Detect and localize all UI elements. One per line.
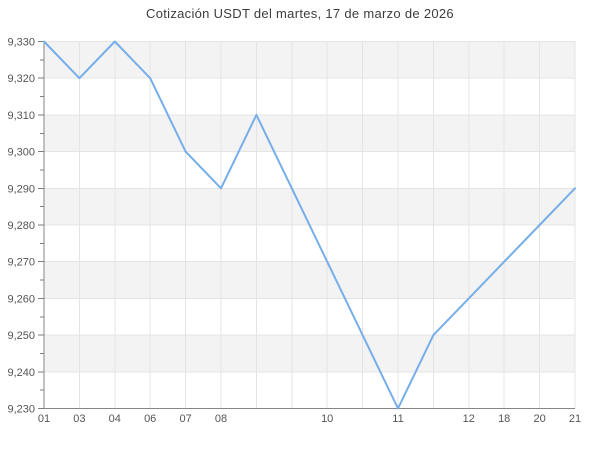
x-axis-label: 03: [73, 413, 85, 425]
x-axis-label: 07: [179, 413, 191, 425]
x-axis-label: 10: [321, 413, 333, 425]
plot-band: [44, 261, 575, 299]
x-axis-label: 11: [392, 413, 403, 425]
y-axis-label: 9,300: [7, 147, 35, 159]
x-axis-label: 08: [215, 413, 227, 425]
y-axis-label: 9,230: [7, 404, 35, 416]
x-axis-labels: 01 03 04 06 07 08 10 11 12 18 20 21: [38, 413, 581, 425]
x-axis-label: 21: [569, 413, 581, 425]
y-axis-label: 9,260: [7, 293, 35, 305]
price-line-series: [43, 40, 576, 410]
plot-band: [44, 115, 575, 152]
y-axis-label: 9,330: [7, 37, 35, 49]
x-axis-label: 01: [38, 413, 50, 425]
y-axis-label: 9,310: [7, 110, 35, 122]
y-axis-label: 9,270: [7, 257, 35, 269]
x-axis-label: 04: [109, 413, 121, 425]
alternating-bands: [44, 41, 575, 372]
plot-band: [44, 188, 575, 225]
y-axis-label: 9,290: [7, 183, 35, 195]
x-axis-label: 12: [463, 413, 475, 425]
plot-band: [44, 335, 575, 372]
y-axis-label: 9,320: [7, 73, 35, 85]
chart-title: Cotización USDT del martes, 17 de marzo …: [146, 6, 454, 21]
y-tick-marks: [38, 41, 44, 409]
y-axis-labels: 9,230 9,240 9,250 9,260 9,270 9,280 9,290 9,300…: [7, 37, 35, 416]
y-axis-label: 9,250: [7, 330, 35, 342]
x-axis-label: 20: [533, 413, 545, 425]
x-axis-label: 06: [144, 413, 156, 425]
y-axis-label: 9,280: [7, 220, 35, 232]
x-axis-label: 18: [498, 413, 510, 425]
y-axis-label: 9,240: [7, 367, 35, 379]
plot-band: [44, 41, 575, 78]
